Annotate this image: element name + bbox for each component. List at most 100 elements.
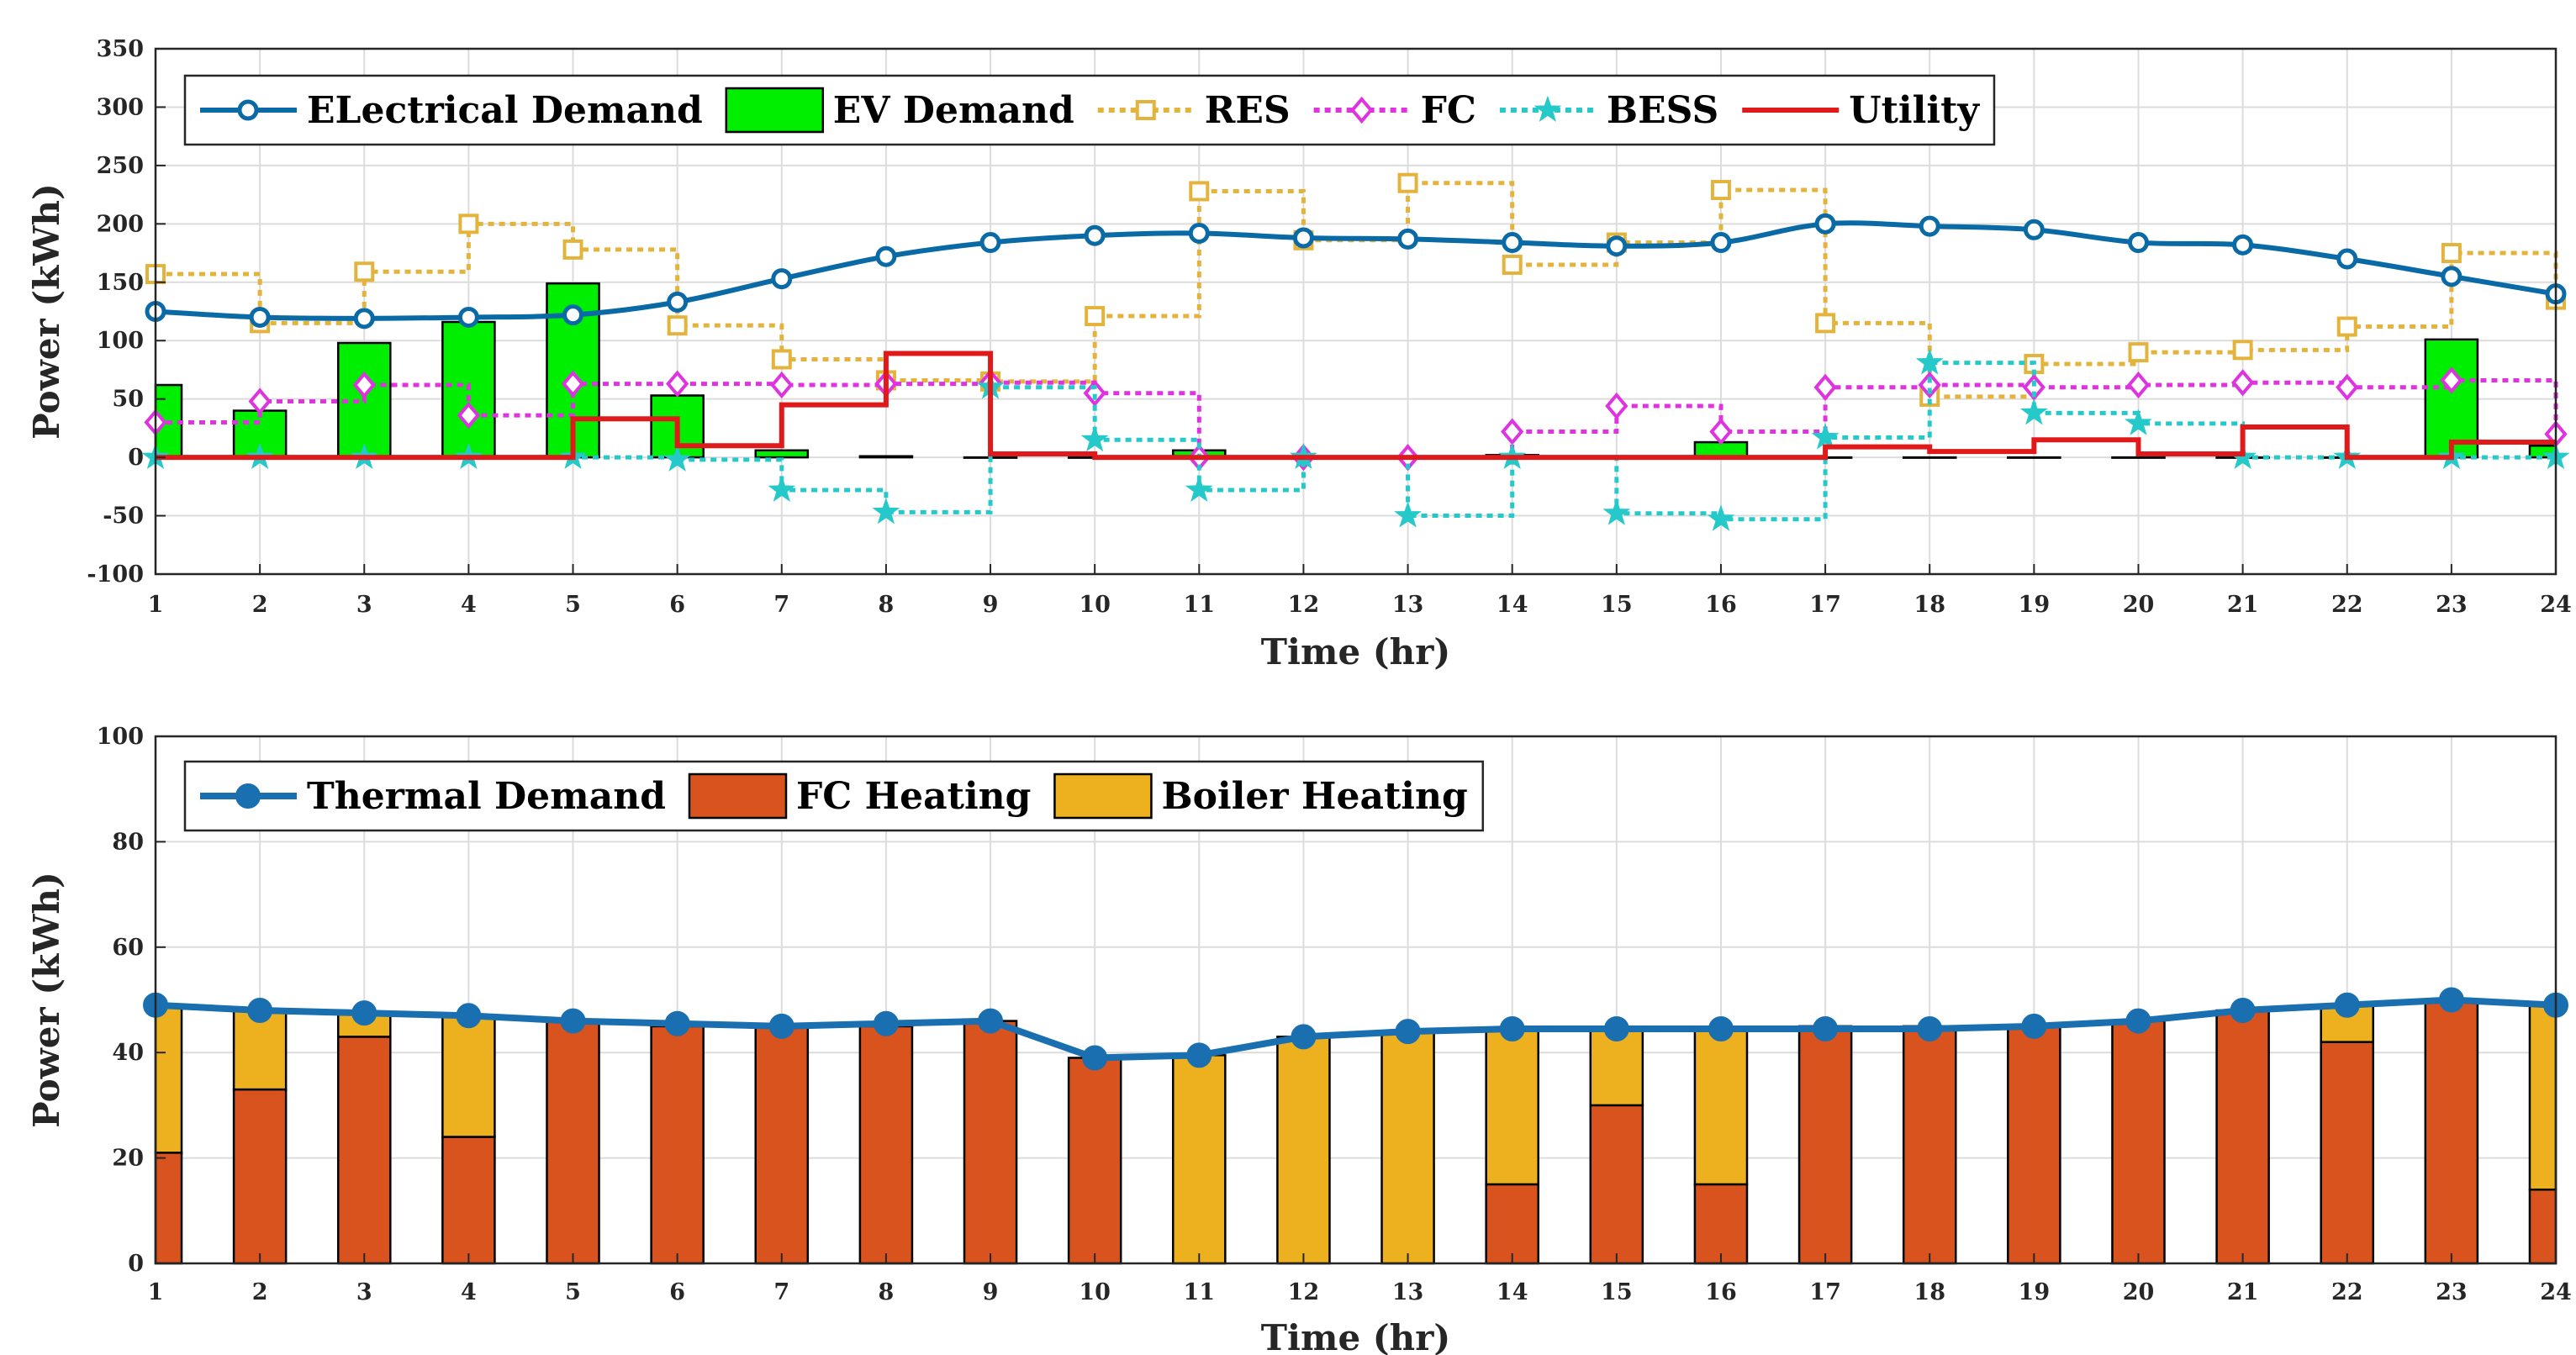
x-tick-label: 18: [1914, 592, 1945, 618]
thermal-demand-marker: [247, 998, 273, 1024]
electrical-demand-marker: [2336, 248, 2358, 270]
ev-demand-bar: [2111, 456, 2166, 459]
thermal-demand-marker: [2334, 992, 2360, 1018]
fc-heating-bar: [2111, 1020, 2166, 1265]
thermal-demand-marker: [1708, 1015, 1734, 1041]
legend: Thermal Demand FC Heating Boiler Heating: [183, 760, 1485, 832]
y-axis-label: Power (kWh): [26, 872, 67, 1128]
x-tick-label: 1: [148, 592, 164, 618]
bess-series: [156, 361, 2556, 522]
fc-marker: [1501, 418, 1524, 446]
res-marker: [2232, 340, 2253, 361]
legend-box: [183, 74, 1996, 146]
boiler-heating-bar: [1589, 1027, 1644, 1107]
fc-heating-bar: [232, 1088, 288, 1265]
legend-item: Boiler Heating: [1053, 772, 1468, 820]
res-marker: [1085, 306, 1106, 327]
x-tick-label: 21: [2227, 592, 2259, 618]
x-tick-label: 10: [1079, 1279, 1111, 1305]
electrical-demand-marker: [1084, 224, 1106, 246]
x-tick-label: 16: [1705, 592, 1737, 618]
x-tick-label: 19: [2019, 592, 2051, 618]
res-marker: [1502, 254, 1523, 275]
x-tick-label: 2: [252, 592, 268, 618]
res-marker: [1710, 180, 1731, 201]
bess-marker: [1811, 423, 1840, 450]
y-tick-label: 300: [97, 94, 144, 120]
fc-heating-bar: [2215, 1009, 2270, 1265]
electrical-demand-marker: [1814, 213, 1836, 235]
thermal-demand-marker: [1082, 1045, 1108, 1071]
plot-area: [141, 172, 2570, 531]
thermal-demand-marker: [1395, 1019, 1421, 1045]
electrical-demand-marker: [2441, 266, 2463, 287]
x-tick-label: 6: [669, 1279, 685, 1305]
y-tick-label: 60: [112, 935, 144, 961]
thermal-demand-marker: [1603, 1015, 1629, 1041]
fc-marker: [561, 370, 585, 398]
legend-label: Boiler Heating: [1161, 775, 1467, 818]
thermal-demand-marker: [1813, 1015, 1839, 1041]
fc-heating-bar: [2320, 1041, 2375, 1265]
electrical-demand-marker: [667, 291, 689, 313]
fc-heating-bar: [1067, 1057, 1122, 1265]
bess-marker: [2125, 409, 2152, 435]
boiler-heating-bar: [232, 1009, 288, 1091]
x-tick-label: 12: [1288, 592, 1320, 618]
fc-marker: [2336, 373, 2359, 401]
bess-marker: [1707, 504, 1735, 531]
electrical-demand-marker: [1397, 228, 1419, 250]
x-tick-label: 17: [1809, 1279, 1841, 1305]
electrical-chart: 1 2 3 4 5 6 7 8 9 10 11 12 13 14 15 16 17 18 19 20 21 22 23 24-…: [26, 36, 2572, 672]
thermal-demand-marker: [456, 1003, 482, 1029]
legend-item: Utility: [1742, 89, 1980, 132]
x-tick-label: 7: [773, 592, 789, 618]
electrical-demand-marker: [562, 304, 584, 326]
thermal-demand-marker: [2125, 1008, 2151, 1034]
bess-marker: [2019, 398, 2048, 425]
x-tick-label: 20: [2123, 592, 2155, 618]
y-tick-label: 20: [112, 1146, 144, 1172]
y-tick-label: 250: [97, 153, 144, 179]
x-tick-label: 13: [1392, 1279, 1424, 1305]
x-axis-label: Time (hr): [1261, 631, 1450, 672]
bess-marker: [1394, 501, 1422, 528]
utility-series: [156, 351, 2556, 461]
y-tick-label: 40: [112, 1040, 144, 1066]
legend-item: FC: [1313, 89, 1476, 132]
y-tick-label: 80: [112, 829, 144, 855]
legend-item: ELectrical Demand: [200, 89, 703, 132]
fc-heating-bar: [650, 1025, 705, 1265]
thermal-chart: 1 2 3 4 5 6 7 8 9 10 11 12 13 14 15 16 17 18 19 20 21 22 23 240…: [26, 724, 2572, 1355]
electrical-demand-marker: [1606, 235, 1628, 257]
boiler-heating-bar: [1485, 1027, 1539, 1186]
boiler-heating-bar: [441, 1015, 496, 1138]
x-tick-label: 5: [565, 1279, 581, 1305]
x-tick-label: 14: [1497, 592, 1528, 618]
legend-item: FC Heating: [688, 772, 1031, 820]
bess-marker: [1915, 348, 1944, 375]
legend-marker: [1350, 96, 1374, 124]
x-tick-label: 4: [461, 1279, 477, 1305]
ticks: 1 2 3 4 5 6 7 8 9 10 11 12 13 14 15 16 17 18 19 20 21 22 23 24-…: [87, 36, 2571, 618]
legend: ELectrical Demand EV Demand RES FC BESS Utili…: [183, 74, 1996, 146]
fc-marker: [2230, 369, 2255, 397]
thermal-demand-line: [155, 996, 2557, 1062]
boiler-heating-bar: [1693, 1027, 1749, 1186]
fc-heating-bar: [336, 1036, 392, 1265]
electrical-demand-marker: [249, 306, 271, 328]
x-tick-label: 15: [1601, 592, 1633, 618]
bess-marker: [768, 475, 796, 502]
x-tick-label: 17: [1809, 592, 1841, 618]
boiler-heating-bar: [154, 1004, 183, 1154]
legend-label: FC Heating: [796, 775, 1031, 818]
y-tick-label: 50: [112, 387, 144, 413]
x-axis-label: Time (hr): [1261, 1317, 1450, 1355]
x-tick-label: 11: [1184, 1279, 1216, 1305]
legend-label: RES: [1205, 89, 1291, 132]
boiler-heating-bar: [1172, 1054, 1227, 1265]
fc-heating-bar: [1902, 1025, 1957, 1265]
x-tick-label: 23: [2436, 592, 2468, 618]
y-tick-label: 0: [128, 445, 144, 471]
fc-marker: [457, 402, 481, 430]
